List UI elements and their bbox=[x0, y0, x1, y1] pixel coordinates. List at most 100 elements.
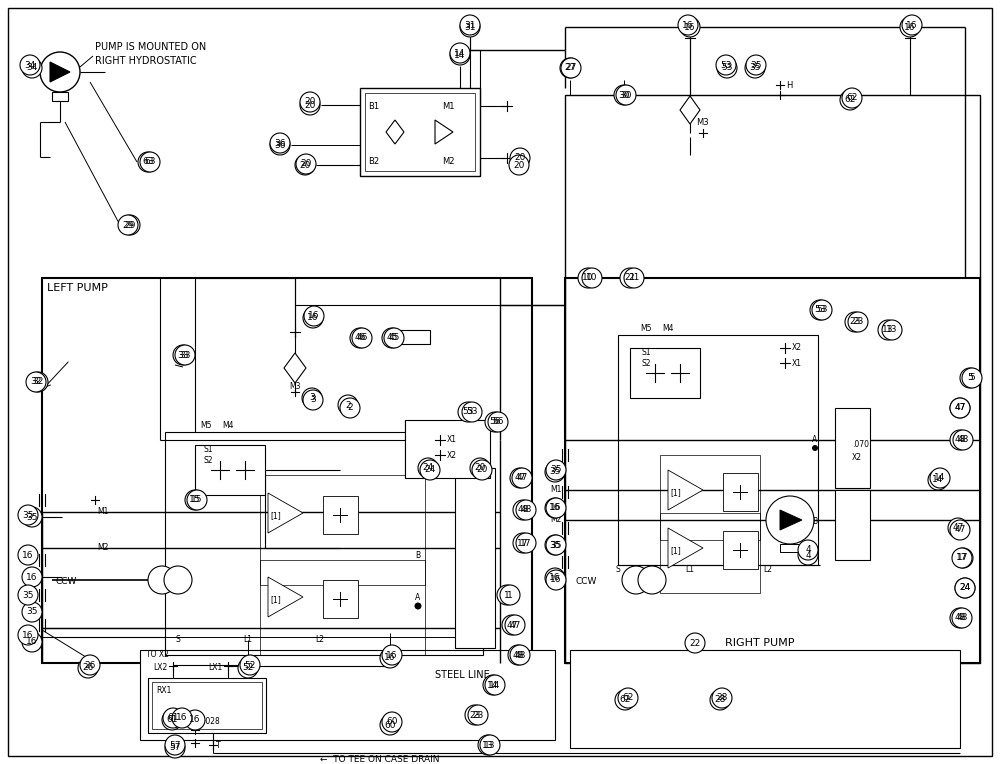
Text: 61: 61 bbox=[167, 714, 179, 723]
Text: 62: 62 bbox=[844, 96, 856, 105]
Text: 33: 33 bbox=[179, 351, 191, 360]
Text: 29: 29 bbox=[124, 221, 136, 229]
Circle shape bbox=[240, 655, 260, 675]
Bar bbox=[723, 531, 758, 569]
Circle shape bbox=[460, 15, 480, 35]
Text: 10: 10 bbox=[586, 274, 598, 283]
Text: L2: L2 bbox=[316, 636, 324, 645]
Text: 52: 52 bbox=[244, 661, 256, 669]
Text: 24: 24 bbox=[424, 465, 436, 474]
Text: M2: M2 bbox=[442, 157, 454, 166]
Circle shape bbox=[164, 566, 192, 594]
Circle shape bbox=[450, 43, 470, 63]
Circle shape bbox=[382, 645, 402, 665]
Text: 22: 22 bbox=[689, 639, 701, 648]
Circle shape bbox=[173, 345, 193, 365]
Circle shape bbox=[962, 368, 982, 388]
Text: RX1: RX1 bbox=[156, 686, 171, 695]
Circle shape bbox=[798, 540, 818, 560]
Text: 62: 62 bbox=[622, 694, 634, 703]
Text: 35: 35 bbox=[22, 591, 34, 600]
Text: 13: 13 bbox=[886, 325, 898, 335]
Text: 14: 14 bbox=[932, 475, 944, 484]
Circle shape bbox=[845, 312, 865, 332]
Circle shape bbox=[878, 320, 898, 340]
Circle shape bbox=[716, 55, 736, 75]
Polygon shape bbox=[268, 577, 303, 617]
Text: 14: 14 bbox=[934, 474, 946, 483]
Circle shape bbox=[384, 328, 404, 348]
Text: 20: 20 bbox=[514, 154, 526, 163]
Circle shape bbox=[120, 215, 140, 235]
Text: 61: 61 bbox=[166, 716, 178, 724]
Bar bbox=[400, 330, 430, 344]
Text: 60: 60 bbox=[386, 717, 398, 727]
Text: 53: 53 bbox=[721, 63, 733, 73]
Circle shape bbox=[560, 58, 580, 78]
Circle shape bbox=[80, 655, 100, 675]
Circle shape bbox=[187, 490, 207, 510]
Text: 20: 20 bbox=[299, 160, 311, 170]
Text: 53: 53 bbox=[814, 306, 826, 315]
Circle shape bbox=[478, 735, 498, 755]
Text: 5: 5 bbox=[967, 374, 973, 383]
Circle shape bbox=[470, 458, 490, 478]
Text: 23: 23 bbox=[849, 318, 861, 326]
Text: 20: 20 bbox=[304, 98, 316, 106]
Bar bbox=[52, 92, 68, 101]
Text: 48: 48 bbox=[954, 435, 966, 445]
Text: 45: 45 bbox=[386, 334, 398, 342]
Text: 16: 16 bbox=[176, 714, 188, 723]
Text: [1]: [1] bbox=[670, 488, 681, 497]
Circle shape bbox=[22, 632, 42, 652]
Circle shape bbox=[40, 52, 80, 92]
Circle shape bbox=[22, 58, 42, 78]
Text: 13: 13 bbox=[482, 740, 494, 749]
Text: 35: 35 bbox=[550, 465, 562, 474]
Text: 63: 63 bbox=[144, 157, 156, 167]
Circle shape bbox=[175, 345, 195, 365]
Text: M3: M3 bbox=[289, 382, 301, 391]
Text: 13: 13 bbox=[882, 325, 894, 335]
Text: X2: X2 bbox=[792, 344, 802, 352]
Circle shape bbox=[710, 690, 730, 710]
Text: 5: 5 bbox=[969, 374, 975, 383]
Text: B1: B1 bbox=[368, 102, 379, 111]
Text: CCW: CCW bbox=[575, 578, 596, 587]
Text: 28: 28 bbox=[714, 695, 726, 704]
Text: L1: L1 bbox=[686, 565, 694, 575]
Text: 32: 32 bbox=[32, 377, 44, 387]
Text: 30: 30 bbox=[618, 90, 630, 99]
Text: 27: 27 bbox=[564, 63, 576, 73]
Bar bbox=[323, 496, 358, 534]
Text: 34: 34 bbox=[24, 60, 36, 70]
Circle shape bbox=[163, 708, 183, 728]
Polygon shape bbox=[386, 120, 404, 144]
Text: STEEL LINE: STEEL LINE bbox=[435, 670, 490, 680]
Text: LX2: LX2 bbox=[153, 663, 167, 672]
Circle shape bbox=[380, 715, 400, 735]
Text: 16: 16 bbox=[549, 503, 561, 513]
Text: 4: 4 bbox=[805, 545, 811, 555]
Circle shape bbox=[798, 545, 818, 565]
Text: 17: 17 bbox=[520, 539, 532, 548]
Circle shape bbox=[546, 570, 566, 590]
Text: 47: 47 bbox=[516, 474, 528, 483]
Circle shape bbox=[300, 92, 320, 112]
Text: 47: 47 bbox=[514, 474, 526, 483]
Text: 57: 57 bbox=[169, 743, 181, 753]
Polygon shape bbox=[668, 470, 703, 510]
Text: 53: 53 bbox=[816, 306, 828, 315]
Circle shape bbox=[512, 468, 532, 488]
Text: 53: 53 bbox=[720, 60, 732, 70]
Circle shape bbox=[420, 460, 440, 480]
Circle shape bbox=[766, 496, 814, 544]
Circle shape bbox=[352, 328, 372, 348]
Bar bbox=[455, 468, 495, 648]
Text: 47: 47 bbox=[952, 523, 964, 533]
Circle shape bbox=[338, 395, 358, 415]
Circle shape bbox=[172, 708, 192, 728]
Text: 16: 16 bbox=[684, 22, 696, 31]
Circle shape bbox=[950, 398, 970, 418]
Text: 48: 48 bbox=[514, 650, 526, 659]
